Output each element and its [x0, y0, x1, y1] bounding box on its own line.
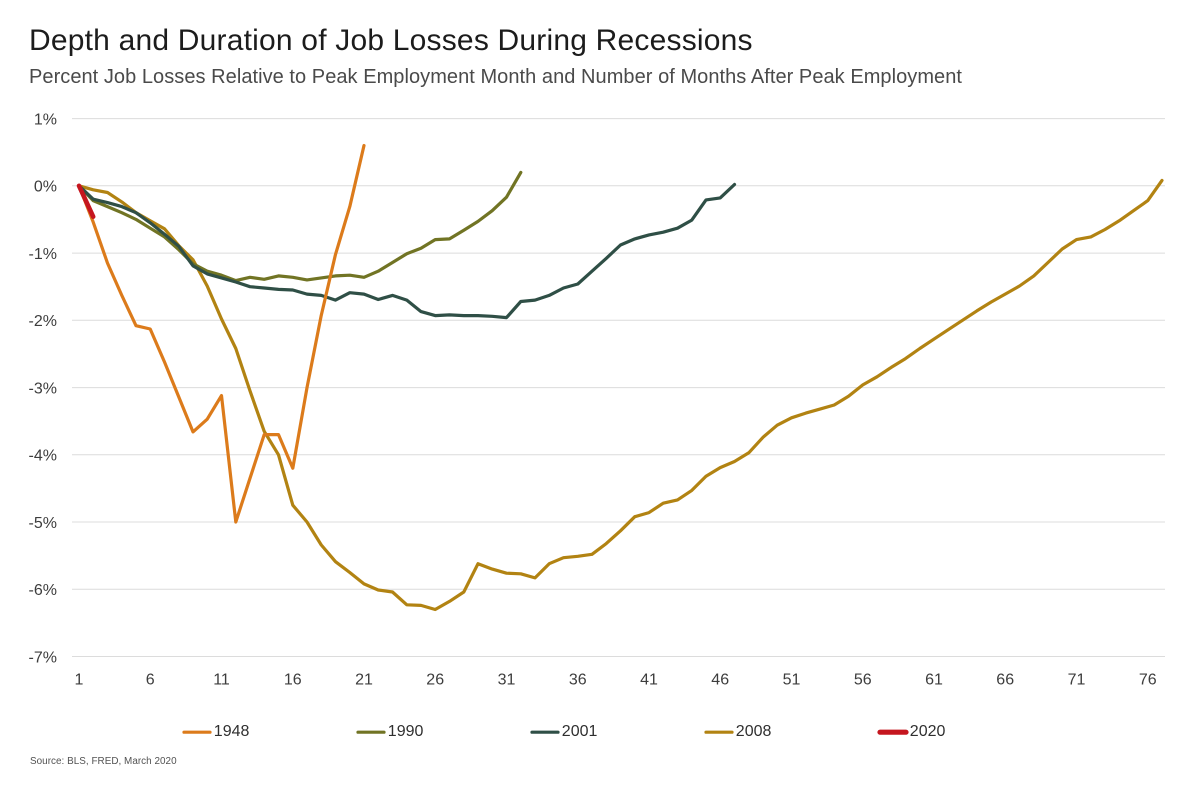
svg-text:1%: 1%	[34, 111, 57, 128]
svg-text:16: 16	[284, 671, 302, 688]
svg-text:61: 61	[925, 671, 943, 688]
svg-text:2008: 2008	[736, 723, 772, 740]
svg-text:-4%: -4%	[29, 448, 57, 465]
svg-text:-7%: -7%	[29, 649, 57, 666]
svg-text:31: 31	[498, 671, 516, 688]
svg-text:-1%: -1%	[29, 246, 57, 263]
svg-text:-6%: -6%	[29, 582, 57, 599]
svg-text:26: 26	[426, 671, 444, 688]
svg-text:36: 36	[569, 671, 587, 688]
svg-text:11: 11	[213, 671, 230, 688]
svg-text:1990: 1990	[388, 723, 424, 740]
svg-text:46: 46	[711, 671, 729, 688]
svg-text:51: 51	[783, 671, 801, 688]
svg-text:1948: 1948	[214, 723, 250, 740]
svg-text:-5%: -5%	[29, 515, 57, 532]
svg-text:76: 76	[1139, 671, 1157, 688]
svg-text:41: 41	[640, 671, 658, 688]
svg-text:-2%: -2%	[29, 313, 57, 330]
svg-text:66: 66	[996, 671, 1014, 688]
svg-text:0%: 0%	[34, 179, 57, 196]
svg-text:-3%: -3%	[29, 380, 57, 397]
svg-text:2001: 2001	[562, 723, 598, 740]
svg-text:6: 6	[146, 671, 155, 688]
svg-text:56: 56	[854, 671, 872, 688]
svg-text:21: 21	[355, 671, 373, 688]
svg-text:2020: 2020	[910, 723, 946, 740]
svg-text:71: 71	[1068, 671, 1086, 688]
svg-text:1: 1	[75, 671, 84, 688]
